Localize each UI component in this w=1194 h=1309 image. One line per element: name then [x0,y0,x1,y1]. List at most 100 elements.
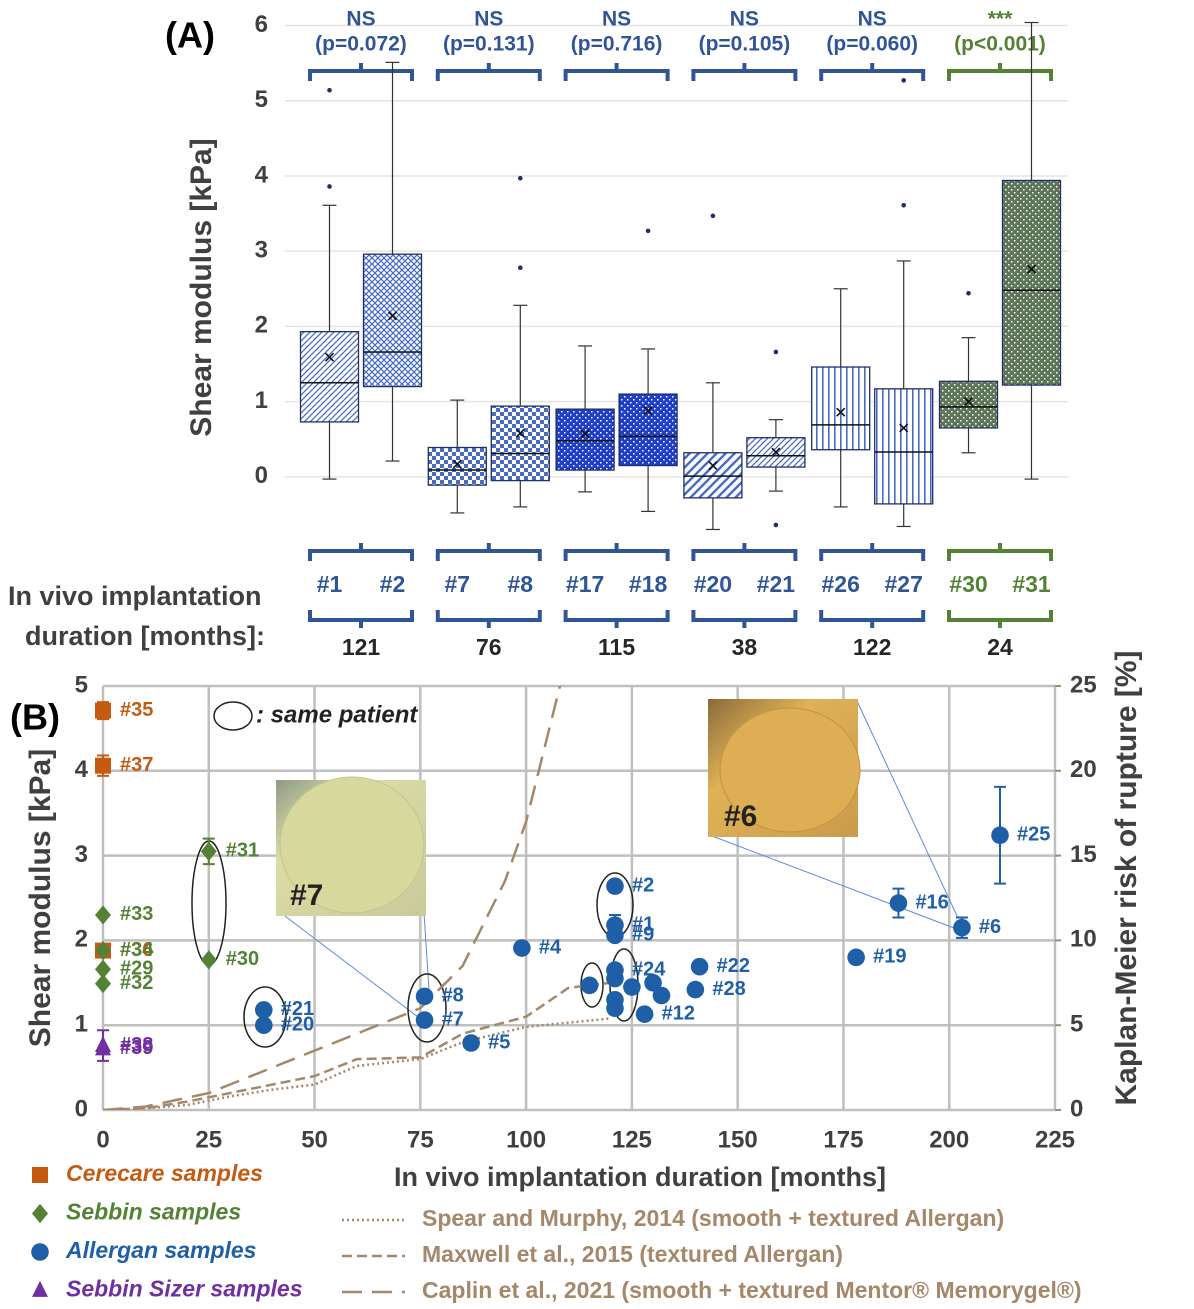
duration-label: 122 [853,634,891,660]
mean-marker [963,397,974,407]
top-bracket [435,63,542,81]
p-value-label: (p=0.131) [443,33,535,56]
point-label: #22 [717,955,750,977]
data-point [991,826,1009,845]
annotation: : same patient [256,701,418,728]
point-label: #35 [120,699,153,721]
duration-bracket [435,610,542,628]
legend-marker [32,1280,48,1297]
y2-tick-label: 5 [1070,1011,1083,1038]
sample-name: #27 [885,571,923,597]
same-patient-ring [407,973,447,1043]
data-point [513,939,531,957]
duration-label: 24 [987,634,1013,660]
y2-axis-label: Kaplan-Meier risk of rupture [%] [1110,650,1143,1105]
y-tick-label: 0 [75,1095,88,1122]
duration-label: 121 [342,634,381,660]
mean-marker [836,407,846,417]
p-value-label: (p=0.105) [699,33,791,56]
duration-bracket [308,610,414,628]
y-tick-label: 5 [255,86,268,113]
outlier [710,213,716,219]
point-label: #30 [226,948,259,970]
data-point [95,974,111,994]
significance-label: *** [988,8,1013,31]
x-tick-label: 225 [1035,1126,1075,1153]
x-tick-label: 125 [612,1126,652,1153]
risk-curve [103,686,562,1110]
point-label: #19 [873,946,906,968]
legend-marker [31,1243,49,1261]
curves [103,686,611,1110]
point-label: #34 [120,939,154,961]
mean-marker [771,447,781,457]
box [490,405,550,482]
sample-name: #20 [694,571,732,597]
point-label: #28 [712,978,745,1000]
sample-name: #8 [508,571,534,597]
data-point [95,905,111,925]
mean-marker [899,423,909,433]
duration-bracket [691,610,798,628]
inset-implant [719,707,861,833]
duration-bracket [819,610,926,628]
y-tick-label: 5 [75,671,88,698]
data-point [200,841,217,861]
data-point [635,1005,654,1023]
y2-tick-label: 10 [1070,926,1097,953]
x-tick-label: 175 [823,1126,863,1153]
top-bracket [308,63,414,81]
point-label: #29 [120,958,153,980]
data-point [686,980,705,999]
data-point [606,999,624,1018]
y2-tick-label: 25 [1070,671,1097,698]
box [555,408,615,471]
data-point [254,1016,273,1034]
point-label: #37 [120,754,153,776]
data-point [606,969,624,988]
x-tick-label: 75 [407,1126,434,1153]
inset-connector [711,835,955,929]
data-point [415,987,434,1006]
outlier [327,184,332,189]
sample-name: #18 [629,571,668,597]
mean-marker [708,460,718,471]
point-label: #25 [1017,824,1050,846]
outlier [901,202,906,208]
point-label: #6 [979,916,1001,938]
point-label: #39 [120,1037,153,1059]
duration-bracket [563,610,670,628]
same-patient-ring [243,986,287,1048]
outlier [773,522,779,528]
mean-marker [515,428,525,438]
point-label: #5 [488,1031,510,1053]
x-axis-label: duration [months]: [25,621,265,651]
point-label: #7 [442,1008,464,1030]
point-label: #31 [226,840,259,862]
y-tick-label: 6 [255,11,268,38]
x-axis-label: In vivo implantation [8,581,262,611]
point-label: #38 [120,1034,153,1056]
box [874,388,934,505]
data-point [652,986,671,1005]
x-tick-label: 100 [506,1126,546,1153]
duration-label: 38 [732,634,758,660]
data-point [847,948,865,967]
inset-connector [423,912,430,991]
legend-text: Sebbin samples [66,1199,241,1225]
x-tick-label: 25 [195,1126,222,1153]
sample-name: #30 [949,571,987,597]
mean-marker [452,459,462,469]
outlier [518,265,523,271]
name-bracket [435,543,542,561]
panel-label: (B) [10,697,60,738]
y-tick-label: 2 [75,926,88,953]
inset-connector [856,700,959,919]
sample-name: #7 [445,571,471,597]
data-point [690,957,709,976]
y2-tick-label: 15 [1070,841,1097,868]
point-label: #21 [281,998,314,1020]
y2-tick-label: 20 [1070,756,1097,783]
